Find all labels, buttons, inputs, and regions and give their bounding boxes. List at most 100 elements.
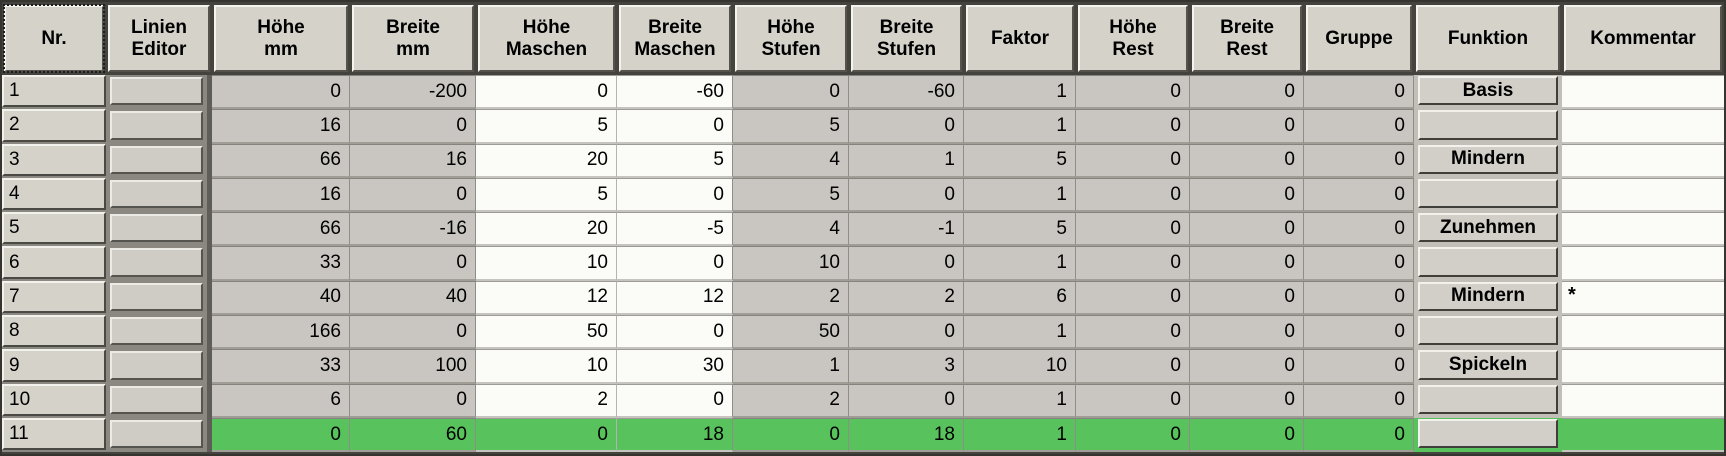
row-number-button[interactable]: 8: [2, 315, 106, 348]
row-number-button[interactable]: 11: [2, 417, 106, 451]
hoehe-maschen-cell[interactable]: 12: [476, 280, 617, 316]
breite-maschen-cell[interactable]: 12: [617, 280, 733, 316]
linien-editor-button[interactable]: [110, 317, 203, 346]
hoehe-stufen-cell[interactable]: 5: [733, 109, 849, 144]
gruppe-cell[interactable]: 0: [1304, 212, 1414, 247]
breite-stufen-cell[interactable]: 1: [849, 143, 964, 178]
kommentar-cell[interactable]: [1562, 109, 1724, 144]
gruppe-cell[interactable]: 0: [1304, 109, 1414, 144]
breite-maschen-cell[interactable]: 0: [617, 383, 733, 418]
row-number-button[interactable]: 4: [2, 177, 106, 211]
hoehe-mm-cell[interactable]: 16: [212, 177, 350, 213]
kommentar-cell[interactable]: [1562, 143, 1724, 178]
funktion-button[interactable]: Mindern: [1418, 144, 1558, 174]
row-number-button[interactable]: 5: [2, 212, 106, 245]
row-number-button[interactable]: 1: [2, 75, 106, 108]
kommentar-cell[interactable]: [1562, 417, 1724, 453]
funktion-button[interactable]: Spickeln: [1418, 350, 1558, 380]
column-header-linien-editor[interactable]: Linien Editor: [108, 5, 210, 72]
breite-stufen-cell[interactable]: 3: [849, 349, 964, 384]
breite-mm-cell[interactable]: 0: [350, 177, 476, 213]
kommentar-cell[interactable]: [1562, 177, 1724, 213]
breite-mm-cell[interactable]: 0: [350, 315, 476, 350]
row-number-button[interactable]: 7: [2, 280, 106, 314]
hoehe-stufen-cell[interactable]: 4: [733, 143, 849, 178]
breite-stufen-cell[interactable]: -60: [849, 75, 964, 110]
gruppe-cell[interactable]: 0: [1304, 75, 1414, 110]
breite-mm-cell[interactable]: 40: [350, 280, 476, 316]
breite-stufen-cell[interactable]: 0: [849, 315, 964, 350]
breite-maschen-cell[interactable]: -5: [617, 212, 733, 247]
hoehe-mm-cell[interactable]: 66: [212, 143, 350, 178]
gruppe-cell[interactable]: 0: [1304, 143, 1414, 178]
breite-rest-cell[interactable]: 0: [1190, 109, 1304, 144]
linien-editor-button[interactable]: [110, 179, 203, 209]
kommentar-cell[interactable]: [1562, 383, 1724, 418]
hoehe-maschen-cell[interactable]: 0: [476, 75, 617, 110]
breite-rest-cell[interactable]: 0: [1190, 315, 1304, 350]
hoehe-rest-cell[interactable]: 0: [1076, 212, 1190, 247]
breite-maschen-cell[interactable]: 0: [617, 315, 733, 350]
faktor-cell[interactable]: 1: [964, 417, 1076, 453]
row-number-button[interactable]: 10: [2, 383, 106, 416]
faktor-cell[interactable]: 1: [964, 383, 1076, 418]
breite-maschen-cell[interactable]: 0: [617, 246, 733, 281]
row-number-button[interactable]: 2: [2, 109, 106, 142]
column-header-breite-rest[interactable]: Breite Rest: [1192, 5, 1302, 72]
funktion-button[interactable]: Basis: [1418, 76, 1558, 106]
gruppe-cell[interactable]: 0: [1304, 383, 1414, 418]
breite-stufen-cell[interactable]: -1: [849, 212, 964, 247]
breite-rest-cell[interactable]: 0: [1190, 177, 1304, 213]
faktor-cell[interactable]: 1: [964, 109, 1076, 144]
linien-editor-button[interactable]: [110, 145, 203, 174]
funktion-button[interactable]: [1418, 316, 1558, 346]
breite-maschen-cell[interactable]: 18: [617, 417, 733, 453]
hoehe-maschen-cell[interactable]: 20: [476, 143, 617, 178]
breite-stufen-cell[interactable]: 18: [849, 417, 964, 453]
linien-editor-button[interactable]: [110, 351, 203, 380]
breite-rest-cell[interactable]: 0: [1190, 246, 1304, 281]
breite-rest-cell[interactable]: 0: [1190, 75, 1304, 110]
kommentar-cell[interactable]: [1562, 349, 1724, 384]
hoehe-rest-cell[interactable]: 0: [1076, 349, 1190, 384]
funktion-button[interactable]: Mindern: [1418, 281, 1558, 312]
funktion-button[interactable]: [1418, 247, 1558, 277]
funktion-button[interactable]: Zunehmen: [1418, 213, 1558, 243]
linien-editor-button[interactable]: [110, 419, 203, 449]
hoehe-rest-cell[interactable]: 0: [1076, 75, 1190, 110]
hoehe-stufen-cell[interactable]: 2: [733, 280, 849, 316]
hoehe-stufen-cell[interactable]: 10: [733, 246, 849, 281]
hoehe-maschen-cell[interactable]: 2: [476, 383, 617, 418]
column-header-gruppe[interactable]: Gruppe: [1306, 5, 1412, 72]
column-header-hoehe-rest[interactable]: Höhe Rest: [1078, 5, 1188, 72]
breite-maschen-cell[interactable]: 30: [617, 349, 733, 384]
breite-rest-cell[interactable]: 0: [1190, 212, 1304, 247]
breite-mm-cell[interactable]: 100: [350, 349, 476, 384]
column-header-breite-mm[interactable]: Breite mm: [352, 5, 474, 72]
breite-mm-cell[interactable]: 16: [350, 143, 476, 178]
gruppe-cell[interactable]: 0: [1304, 417, 1414, 453]
hoehe-stufen-cell[interactable]: 2: [733, 383, 849, 418]
breite-mm-cell[interactable]: 0: [350, 383, 476, 418]
faktor-cell[interactable]: 1: [964, 315, 1076, 350]
breite-rest-cell[interactable]: 0: [1190, 349, 1304, 384]
hoehe-stufen-cell[interactable]: 0: [733, 75, 849, 110]
hoehe-stufen-cell[interactable]: 50: [733, 315, 849, 350]
hoehe-maschen-cell[interactable]: 10: [476, 349, 617, 384]
breite-stufen-cell[interactable]: 0: [849, 109, 964, 144]
faktor-cell[interactable]: 1: [964, 75, 1076, 110]
hoehe-mm-cell[interactable]: 166: [212, 315, 350, 350]
gruppe-cell[interactable]: 0: [1304, 246, 1414, 281]
hoehe-mm-cell[interactable]: 6: [212, 383, 350, 418]
faktor-cell[interactable]: 10: [964, 349, 1076, 384]
linien-editor-button[interactable]: [110, 214, 203, 243]
breite-stufen-cell[interactable]: 0: [849, 177, 964, 213]
hoehe-rest-cell[interactable]: 0: [1076, 315, 1190, 350]
kommentar-cell[interactable]: [1562, 212, 1724, 247]
linien-editor-button[interactable]: [110, 111, 203, 140]
faktor-cell[interactable]: 1: [964, 177, 1076, 213]
hoehe-mm-cell[interactable]: 40: [212, 280, 350, 316]
hoehe-stufen-cell[interactable]: 0: [733, 417, 849, 453]
hoehe-mm-cell[interactable]: 33: [212, 349, 350, 384]
breite-mm-cell[interactable]: 0: [350, 246, 476, 281]
